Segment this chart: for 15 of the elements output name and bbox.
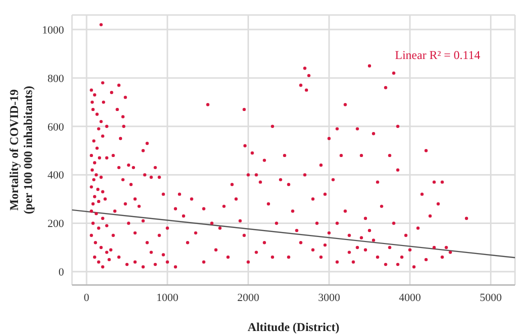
x-tick-label: 1000 — [156, 292, 179, 304]
x-tick-label: 2000 — [237, 292, 260, 304]
x-axis-title: Altitude (District) — [248, 320, 340, 334]
y-tick-label: 600 — [48, 121, 64, 134]
y-tick-label: 0 — [58, 266, 64, 279]
x-tick-label: 5000 — [480, 292, 502, 304]
y-axis-title: Mortality of COVID-19 (per 100 000 inhabitants) — [7, 86, 35, 214]
x-tick-label: 0 — [84, 292, 90, 304]
y-tick-label: 1000 — [42, 24, 64, 36]
x-tick-label: 4000 — [398, 292, 422, 304]
y-tick-label: 800 — [48, 72, 64, 85]
x-tick-label: 3000 — [318, 292, 341, 304]
annotation: Linear R² = 0.114 — [395, 48, 480, 63]
y-tick-label: 400 — [48, 170, 64, 182]
y-tick-label: 200 — [48, 218, 64, 230]
